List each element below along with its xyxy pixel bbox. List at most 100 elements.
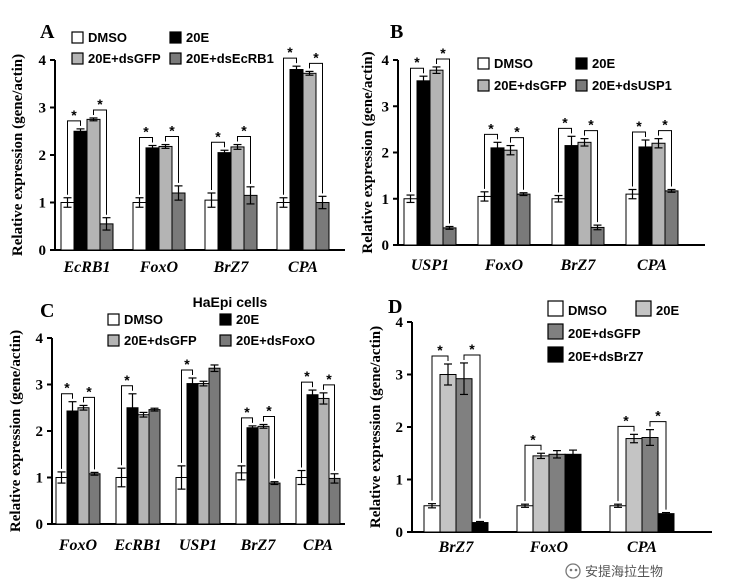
bar-dmso bbox=[55, 477, 68, 525]
bar-dmso bbox=[235, 472, 248, 525]
category-label: BrZ7 bbox=[240, 537, 277, 554]
significance-bracket bbox=[83, 396, 95, 470]
bar-20e bbox=[145, 147, 160, 251]
bar-20e bbox=[217, 152, 232, 251]
legend-label: 20E bbox=[236, 312, 259, 327]
bar-20e-dsfoxo bbox=[268, 482, 281, 525]
significance-bracket bbox=[61, 393, 73, 469]
significance-bracket bbox=[410, 67, 424, 193]
significance-bracket bbox=[617, 425, 635, 502]
bar-20e-dsgfp bbox=[158, 145, 173, 251]
bar-20e-dsgfp bbox=[197, 383, 210, 525]
bar-20e-dsfoxo bbox=[88, 473, 101, 525]
legend-swatch bbox=[107, 313, 120, 326]
significance-bracket bbox=[121, 385, 133, 466]
significance-star: * bbox=[124, 372, 130, 388]
bar-20e-dsfoxo bbox=[328, 477, 341, 525]
category-label: CPA bbox=[637, 257, 667, 274]
legend-swatch bbox=[169, 31, 182, 44]
bar-20e-dsgfp bbox=[455, 378, 473, 533]
legend-swatch bbox=[477, 79, 490, 92]
significance-star: * bbox=[169, 123, 175, 139]
significance-bracket bbox=[436, 58, 450, 224]
significance-star: * bbox=[71, 107, 77, 123]
bar-20e-dsecrb1 bbox=[315, 202, 330, 251]
bar-20e-dsgfp bbox=[77, 407, 90, 525]
category-label: CPA bbox=[288, 259, 318, 276]
category-label: FoxO bbox=[139, 259, 179, 276]
significance-bracket bbox=[632, 131, 646, 187]
category-label: FoxO bbox=[529, 539, 569, 556]
bar-20e-dsgfp bbox=[651, 142, 666, 246]
significance-star: * bbox=[86, 383, 92, 399]
bar-dmso bbox=[551, 198, 566, 246]
significance-bracket bbox=[484, 133, 498, 189]
significance-bracket bbox=[181, 369, 193, 463]
legend-label: 20E bbox=[592, 56, 615, 71]
significance-star: * bbox=[588, 117, 594, 133]
y-axis-title: Relative expression (gene/actin) bbox=[360, 51, 376, 253]
bar-20e bbox=[625, 438, 643, 533]
legend-label: 20E+dsGFP bbox=[88, 51, 161, 66]
significance-bracket bbox=[431, 355, 449, 501]
legend-label: 20E+dsGFP bbox=[568, 326, 641, 341]
legend-swatch bbox=[547, 300, 564, 317]
significance-star: * bbox=[437, 342, 443, 358]
y-axis-title: Relative expression (gene/actin) bbox=[8, 330, 24, 532]
bar-dmso bbox=[423, 505, 441, 533]
bar-dmso bbox=[276, 202, 291, 251]
bar-20e-dsgfp bbox=[257, 425, 270, 525]
panel-c: C HaEpi cells 0 1 2 3 4 Relative expression (ge… bbox=[8, 294, 345, 554]
bar-20e-dsgfp bbox=[137, 414, 150, 525]
bar-dmso bbox=[609, 505, 627, 533]
bar-dmso bbox=[403, 198, 418, 246]
y-tick-label: 2 bbox=[36, 424, 44, 440]
significance-star: * bbox=[562, 114, 568, 130]
bar-20e-dsusp1 bbox=[516, 193, 531, 246]
y-tick-label: 0 bbox=[382, 238, 390, 254]
bar-20e bbox=[306, 394, 319, 525]
significance-bracket bbox=[323, 384, 335, 471]
bar-20e-dsgfp bbox=[230, 146, 245, 251]
significance-star: * bbox=[143, 124, 149, 140]
bar-20e bbox=[564, 145, 579, 246]
legend-label: 20E bbox=[656, 303, 679, 318]
y-tick-label: 2 bbox=[396, 420, 404, 436]
panel-a: A 0 1 2 3 4 Relative expression (gene/actin) * *… bbox=[10, 21, 345, 276]
significance-star: * bbox=[215, 128, 221, 144]
bar-20e-dsbrz7 bbox=[657, 513, 675, 533]
significance-bracket bbox=[211, 141, 225, 190]
y-tick-label: 3 bbox=[36, 378, 44, 394]
bar-dmso bbox=[60, 202, 75, 251]
legend-label: DMSO bbox=[88, 30, 127, 45]
bar-20e-dsgfp bbox=[429, 69, 444, 246]
bar-20e bbox=[246, 427, 259, 525]
significance-bracket bbox=[524, 444, 542, 502]
legend-swatch bbox=[219, 313, 232, 326]
category-label: EcRB1 bbox=[62, 259, 110, 276]
significance-bracket bbox=[463, 354, 481, 519]
legend-swatch bbox=[477, 57, 490, 70]
significance-star: * bbox=[266, 402, 272, 418]
bar-dmso bbox=[516, 505, 534, 533]
category-label: BrZ7 bbox=[438, 539, 475, 556]
legend-label: 20E+dsUSP1 bbox=[592, 78, 672, 93]
significance-star: * bbox=[655, 408, 661, 424]
significance-star: * bbox=[287, 44, 293, 60]
significance-bracket bbox=[558, 127, 572, 193]
category-label: CPA bbox=[303, 537, 333, 554]
significance-bracket bbox=[139, 137, 153, 195]
legend-label: 20E+dsGFP bbox=[124, 333, 197, 348]
bar-20e-dsgfp bbox=[86, 118, 101, 251]
significance-star: * bbox=[97, 96, 103, 112]
bar-dmso bbox=[132, 202, 147, 251]
legend-swatch bbox=[71, 31, 84, 44]
significance-star: * bbox=[241, 123, 247, 139]
y-axis-title: Relative expression (gene/actin) bbox=[368, 326, 384, 528]
y-axis-title: Relative expression (gene/actin) bbox=[10, 54, 26, 256]
legend-swatch bbox=[219, 334, 232, 347]
significance-star: * bbox=[440, 45, 446, 61]
bar-20e bbox=[73, 130, 88, 251]
